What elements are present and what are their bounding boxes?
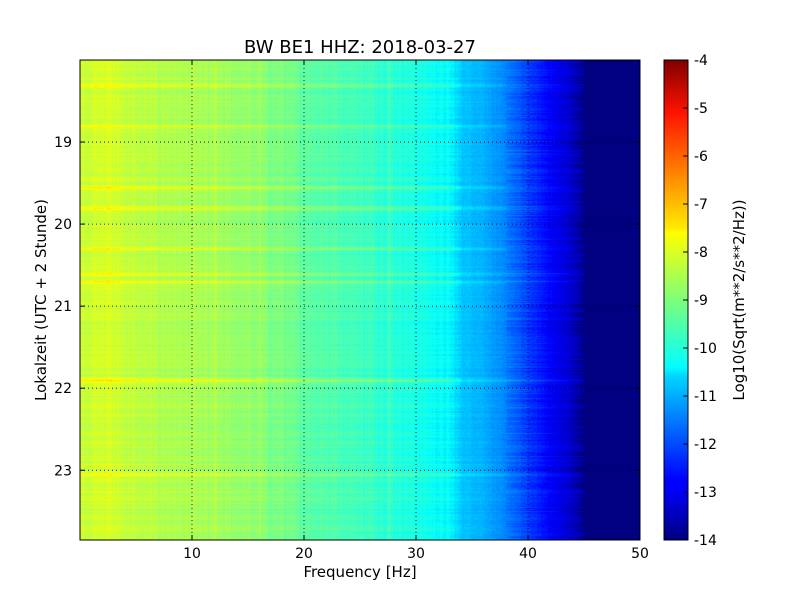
colorbar-tick-label: -14 xyxy=(694,533,717,549)
y-tick-label: 22 xyxy=(54,381,72,397)
colorbar-tick-label: -5 xyxy=(694,101,708,117)
chart-title: BW BE1 HHZ: 2018-03-27 xyxy=(244,37,476,58)
colorbar-tick-label: -11 xyxy=(694,389,717,405)
spectrogram-heatmap xyxy=(80,60,640,540)
x-tick-label: 40 xyxy=(519,546,537,562)
colorbar-tick-label: -10 xyxy=(694,341,717,357)
colorbar: -4 -5 -6 -7 -8 -9 -10 -11 -12 -13 -14 Log10(Sqrt(m… xyxy=(663,53,748,549)
colorbar-tick-label: -7 xyxy=(694,197,708,213)
colorbar-ticks: -4 -5 -6 -7 -8 -9 -10 -11 -12 -13 -14 xyxy=(683,53,717,549)
plot-frame xyxy=(79,59,641,541)
y-tick-label: 19 xyxy=(54,135,72,151)
x-tick-label: 20 xyxy=(295,546,313,562)
grid-lines xyxy=(80,60,640,540)
x-tick-label: 10 xyxy=(183,546,201,562)
colorbar-tick-label: -6 xyxy=(694,149,708,165)
y-tick-label: 23 xyxy=(54,463,72,479)
colorbar-tick-label: -13 xyxy=(694,485,717,501)
x-tick-label: 30 xyxy=(407,546,425,562)
x-tick-label: 50 xyxy=(631,546,649,562)
x-axis-label: Frequency [Hz] xyxy=(303,563,416,581)
colorbar-tick-label: -12 xyxy=(694,437,717,453)
colorbar-tick-label: -4 xyxy=(694,53,708,69)
y-axis-ticks: 19 20 21 22 23 xyxy=(54,135,640,479)
y-tick-label: 20 xyxy=(54,217,72,233)
y-axis-label: Lokalzeit (UTC + 2 Stunde) xyxy=(32,199,50,401)
colorbar-tick-label: -9 xyxy=(694,293,708,309)
spectrogram-plot-area: 10 20 30 40 50 19 20 21 22 23 xyxy=(54,59,649,562)
colorbar-tick-label: -8 xyxy=(694,245,708,261)
colorbar-label: Log10(Sqrt(m**2/s**2/Hz)) xyxy=(730,199,748,400)
x-axis-ticks: 10 20 30 40 50 xyxy=(183,60,649,562)
y-tick-label: 21 xyxy=(54,299,72,315)
